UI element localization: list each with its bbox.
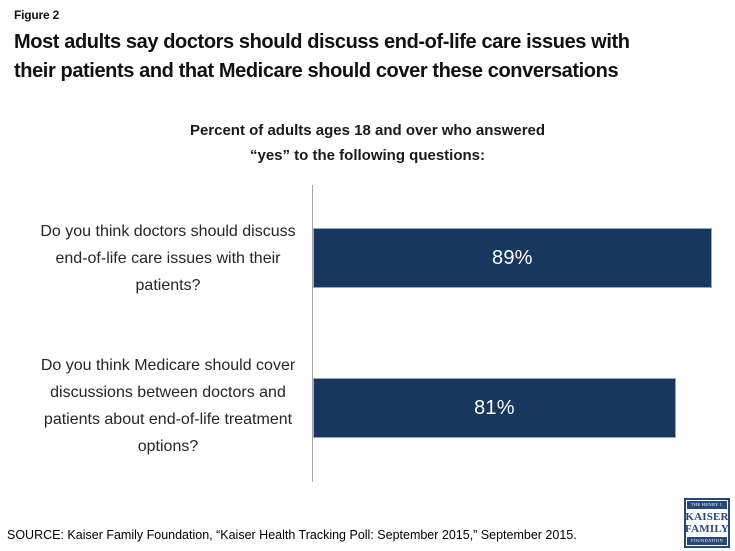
logo-family-text: FAMILY <box>685 523 729 535</box>
logo-bottom-band: FOUNDATION <box>687 537 727 545</box>
title-line-2: their patients and that Medicare should … <box>14 60 619 82</box>
subtitle-line-1: Percent of adults ages 18 and over who a… <box>189 122 546 139</box>
chart-subtitle: Percent of adults ages 18 and over who a… <box>0 118 735 168</box>
bar-value-label-2: 81% <box>474 396 515 419</box>
category-label-1: Do you think doctors should discuss end-… <box>40 222 296 294</box>
bar-value-label-1: 89% <box>492 246 533 269</box>
category-axis-line <box>312 185 313 482</box>
bar-track-1: 89% <box>313 228 735 288</box>
figure-label: Figure 2 <box>14 8 60 22</box>
bar-doctors-discuss: 89% <box>313 228 712 288</box>
bar-medicare-cover: 81% <box>313 378 676 438</box>
subtitle-line-2: “yes” to the following questions: <box>249 147 485 164</box>
bar-track-2: 81% <box>313 378 735 438</box>
page-title: Most adults say doctors should discuss e… <box>14 28 724 86</box>
logo-kaiser-text: KAISER <box>685 511 729 523</box>
title-line-1: Most adults say doctors should discuss e… <box>14 31 630 53</box>
source-note: SOURCE: Kaiser Family Foundation, “Kaise… <box>7 528 577 542</box>
category-label-2: Do you think Medicare should cover discu… <box>40 357 296 455</box>
logo-wordmark: KAISER FAMILY <box>685 509 729 537</box>
logo-top-band: THE HENRY J. <box>687 501 727 509</box>
kaiser-family-foundation-logo: THE HENRY J. KAISER FAMILY FOUNDATION <box>684 498 730 548</box>
